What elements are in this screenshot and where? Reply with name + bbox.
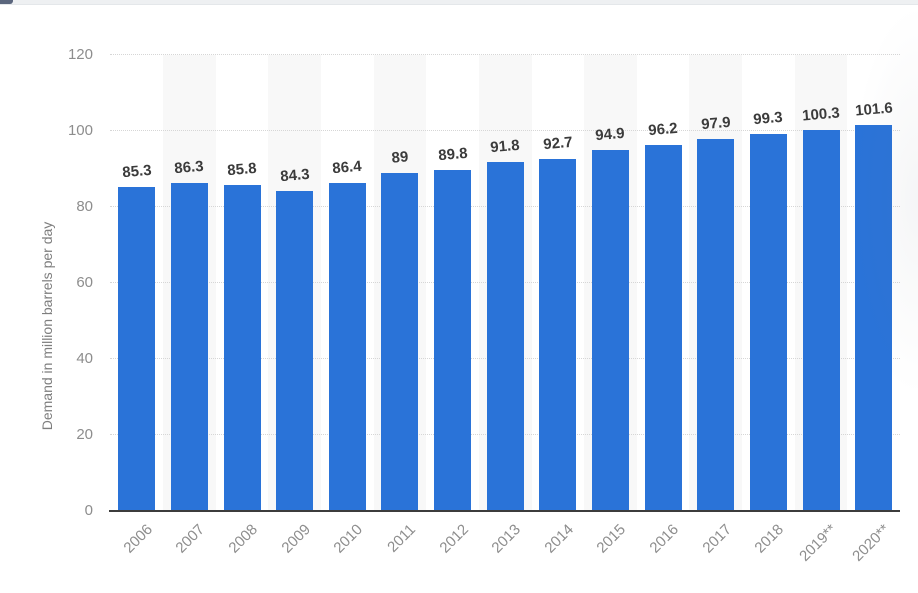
gridline-horizontal xyxy=(110,54,900,55)
bar xyxy=(223,184,261,511)
y-axis-tick-label: 120 xyxy=(67,46,93,63)
y-axis-tick-label: 80 xyxy=(76,198,93,215)
x-axis-tick-label: 2010 xyxy=(330,521,367,557)
bar xyxy=(697,138,735,511)
gridline-horizontal xyxy=(110,130,900,131)
bar xyxy=(539,158,577,511)
bar xyxy=(434,169,472,511)
x-axis-tick-label: 2012 xyxy=(435,521,472,557)
y-axis-tick-label: 20 xyxy=(76,426,93,443)
bar xyxy=(749,133,787,511)
x-axis-tick-label: 2017 xyxy=(699,521,735,557)
x-axis-tick-label: 2008 xyxy=(225,521,262,557)
bar xyxy=(118,186,156,511)
x-axis-tick-label: 2016 xyxy=(646,521,683,557)
x-axis-tick-label: 2007 xyxy=(172,521,209,557)
y-axis-tick-label: 0 xyxy=(84,502,93,519)
x-axis-tick-label: 2006 xyxy=(120,521,156,557)
top-edge-bar xyxy=(0,0,918,5)
x-axis-tick-label: 2013 xyxy=(488,521,525,557)
x-axis-tick-label: 2014 xyxy=(541,521,577,557)
y-axis-tick-label: 100 xyxy=(67,122,93,139)
bar xyxy=(486,162,524,511)
bar xyxy=(802,129,840,511)
y-axis-tick-label: 60 xyxy=(76,274,93,291)
x-axis-tick-label: 2011 xyxy=(384,521,419,556)
bar xyxy=(381,172,419,511)
x-axis-tick-label: 2019** xyxy=(796,521,841,565)
x-axis-line xyxy=(109,510,900,512)
bar xyxy=(855,124,893,511)
bar-value-label: 101.6 xyxy=(854,99,894,120)
bar xyxy=(170,183,208,511)
top-left-tab-fragment xyxy=(0,0,13,4)
x-axis-tick-label: 2015 xyxy=(593,521,630,557)
y-axis-tick-label: 40 xyxy=(76,350,93,367)
x-axis-tick-label: 2020** xyxy=(848,521,893,565)
x-axis-tick-label: 2018 xyxy=(751,521,788,557)
x-axis-tick-label: 2009 xyxy=(278,521,314,557)
bar xyxy=(644,145,682,511)
y-axis-title: Demand in million barrels per day xyxy=(39,221,55,431)
bar xyxy=(328,182,366,511)
bar xyxy=(276,190,314,511)
bar xyxy=(591,150,629,511)
